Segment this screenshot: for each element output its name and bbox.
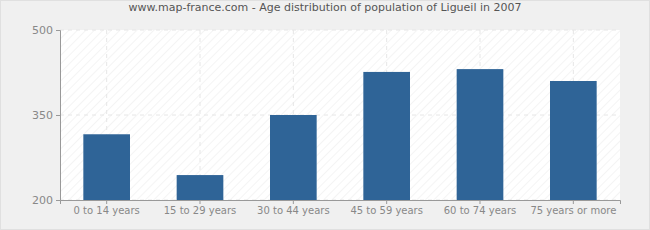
tick-label: 30 to 44 years (257, 205, 330, 216)
tick-label: 60 to 74 years (444, 205, 517, 216)
title: www.map-france.com - Age distribution of… (129, 1, 522, 14)
tick-mark (56, 200, 60, 201)
tick-label: 15 to 29 years (164, 205, 237, 216)
bar (270, 115, 317, 200)
tick-mark (573, 200, 574, 204)
tick: 45 to 59 years (350, 200, 423, 216)
tick-label: 500 (32, 24, 53, 37)
tick-mark (480, 200, 481, 204)
y-axis-line (56, 31, 61, 201)
tick-label: 75 years or more (530, 205, 616, 216)
tick-label: 350 (32, 109, 53, 122)
plot-background (60, 30, 620, 200)
y-axis: 200 350 500 (32, 24, 61, 207)
tick: 30 to 44 years (257, 200, 330, 216)
tick: 75 years or more (530, 200, 616, 216)
grid (60, 30, 620, 200)
tick-mark (293, 200, 294, 204)
tick: 350 (32, 109, 60, 122)
bar (550, 81, 597, 200)
bar (83, 134, 130, 200)
tick-label: 45 to 59 years (350, 205, 423, 216)
tick: 15 to 29 years (164, 200, 237, 216)
tick: 60 to 74 years (444, 200, 517, 216)
chart: www.map-france.com - Age distribution of… (0, 0, 650, 230)
x-axis: 0 to 14 years 15 to 29 years 30 to 44 year… (61, 200, 621, 216)
tick-label: 0 to 14 years (74, 205, 140, 216)
bar (363, 72, 410, 200)
tick: 0 to 14 years (74, 200, 140, 216)
tick: 200 (32, 194, 60, 207)
bar (457, 69, 504, 200)
grid-line (60, 115, 620, 116)
bars (83, 69, 596, 200)
bar (177, 175, 224, 200)
plot: 200 350 500 0 to 14 years 15 to 29 years 30 t… (32, 24, 621, 216)
tick-mark (386, 200, 387, 204)
tick-mark (56, 30, 60, 31)
grid-line (60, 30, 620, 31)
tick-mark (106, 200, 107, 204)
background (1, 1, 650, 230)
x-axis-line (61, 201, 621, 205)
tick-mark (200, 200, 201, 204)
tick-mark (56, 115, 60, 116)
grid-line (200, 30, 201, 200)
tick-label: 200 (32, 194, 53, 207)
tick: 500 (32, 24, 60, 37)
